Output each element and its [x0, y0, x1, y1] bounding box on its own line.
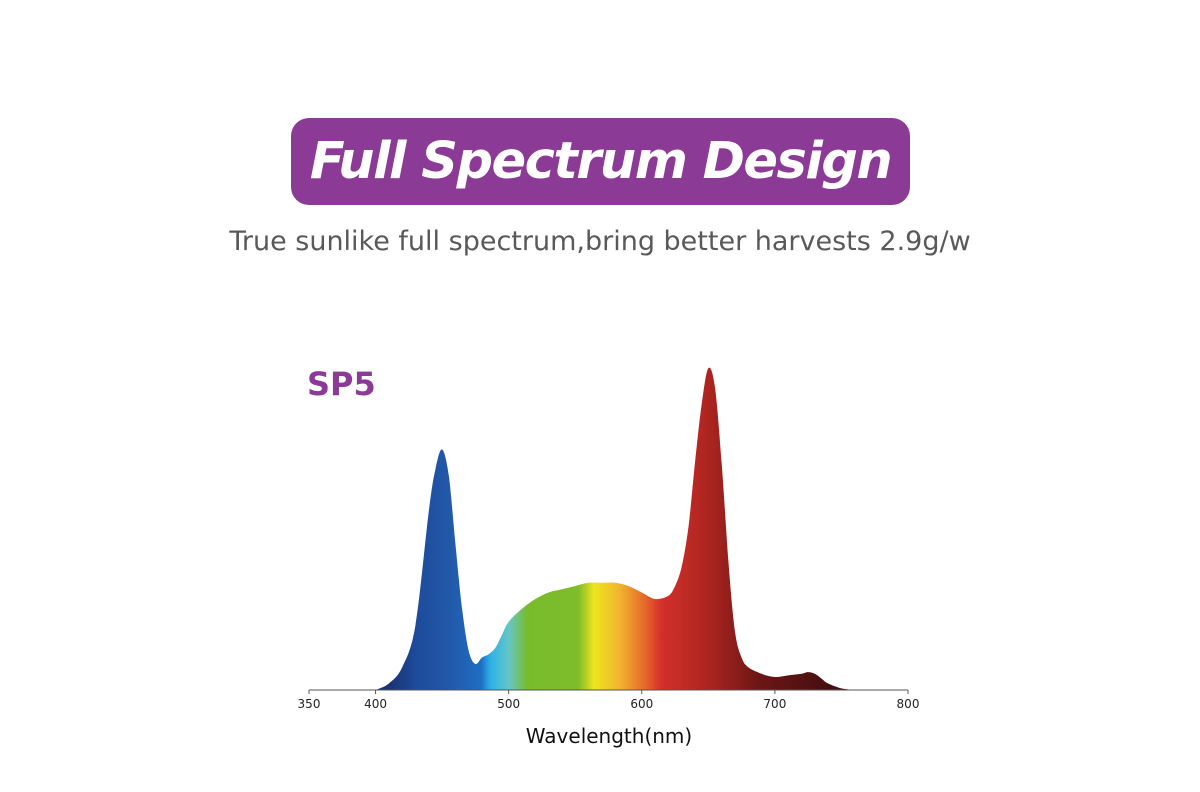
page-title: Full Spectrum Design [309, 132, 893, 191]
x-tick-label-500: 500 [497, 697, 520, 711]
title-banner: Full Spectrum Design [291, 118, 910, 205]
spectrum-area-0 [375, 367, 855, 690]
x-tick-label-400: 400 [364, 697, 387, 711]
page-subtitle: True sunlike full spectrum,bring better … [229, 226, 971, 257]
plot-area [375, 367, 855, 690]
x-tick-label-800: 800 [897, 697, 920, 711]
chart-title: SP5 [307, 365, 376, 403]
x-tick-label-700: 700 [763, 697, 786, 711]
x-tick-label-350: 350 [298, 697, 321, 711]
x-axis-label: Wavelength(nm) [526, 724, 692, 748]
x-tick-label-600: 600 [630, 697, 653, 711]
x-axis: 350 400 500 600 700 800 [298, 689, 920, 711]
